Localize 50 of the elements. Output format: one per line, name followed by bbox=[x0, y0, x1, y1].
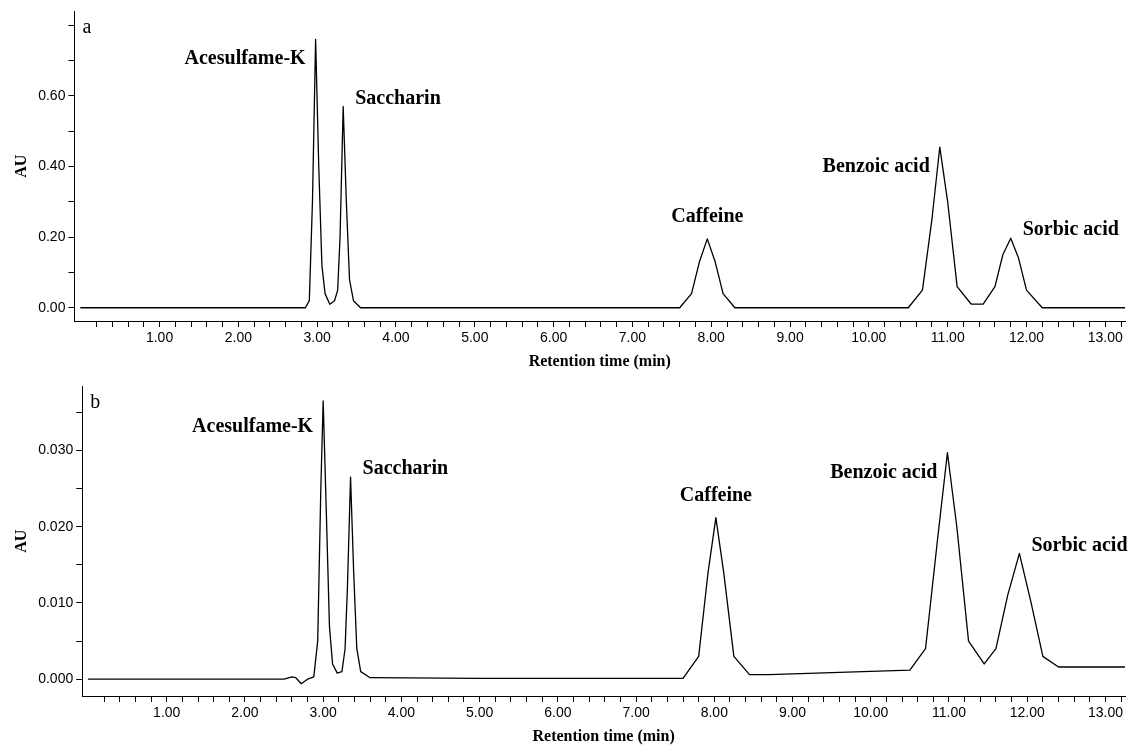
y-tick-label: 0.020 bbox=[38, 517, 74, 534]
x-tick-label: 3.00 bbox=[309, 704, 338, 721]
x-tick-label: 12.00 bbox=[1008, 329, 1045, 346]
y-tick-label: 0.010 bbox=[38, 593, 74, 610]
x-tick-label: 5.00 bbox=[466, 704, 494, 721]
y-tick-label: 0.000 bbox=[38, 670, 74, 687]
x-tick-label: 6.00 bbox=[544, 704, 572, 721]
annotation: a bbox=[82, 14, 92, 37]
x-tick-label: 3.00 bbox=[303, 329, 332, 346]
annotation: Acesulfame-K bbox=[192, 413, 314, 436]
annotation: Saccharin bbox=[355, 85, 441, 108]
x-tick-label: 13.00 bbox=[1087, 329, 1124, 346]
x-tick-label: 13.00 bbox=[1087, 704, 1124, 721]
annotation: b bbox=[90, 389, 101, 412]
x-axis-title: Retention time (min) bbox=[532, 726, 675, 745]
x-tick-label: 7.00 bbox=[618, 329, 647, 346]
y-tick-label: 0.20 bbox=[38, 227, 66, 244]
x-tick-label: 4.00 bbox=[387, 704, 416, 721]
x-tick-label: 1.00 bbox=[153, 704, 181, 721]
x-tick-label: 5.00 bbox=[461, 329, 489, 346]
annotation: Benzoic acid bbox=[822, 154, 930, 177]
x-tick-label: 1.00 bbox=[145, 329, 174, 346]
annotation: Caffeine bbox=[679, 482, 753, 505]
x-tick-label: 6.00 bbox=[539, 329, 568, 346]
annotation: Sorbic acid bbox=[1022, 217, 1119, 240]
annotation: Caffeine bbox=[671, 204, 744, 227]
y-tick-label: 0.60 bbox=[38, 86, 66, 103]
y-tick-label: 0.030 bbox=[38, 441, 74, 458]
x-tick-label: 8.00 bbox=[700, 704, 729, 721]
y-axis-title: AU bbox=[11, 154, 29, 178]
x-tick-label: 9.00 bbox=[778, 704, 807, 721]
y-tick-label: 0.00 bbox=[38, 298, 66, 315]
x-tick-label: 9.00 bbox=[776, 329, 804, 346]
x-tick-label: 4.00 bbox=[382, 329, 410, 346]
annotation: Sorbic acid bbox=[1031, 532, 1128, 555]
annotation: Acesulfame-K bbox=[184, 46, 307, 69]
x-tick-label: 11.00 bbox=[931, 704, 967, 721]
x-tick-label: 8.00 bbox=[697, 329, 726, 346]
x-tick-label: 7.00 bbox=[622, 704, 650, 721]
annotation: Saccharin bbox=[362, 456, 449, 479]
y-axis-title: AU bbox=[11, 529, 29, 553]
x-tick-label: 2.00 bbox=[231, 704, 259, 721]
x-tick-label: 2.00 bbox=[224, 329, 253, 346]
annotation: Benzoic acid bbox=[830, 459, 938, 482]
y-tick-label: 0.40 bbox=[38, 157, 66, 174]
x-tick-label: 11.00 bbox=[930, 329, 965, 346]
x-tick-label: 10.00 bbox=[853, 704, 889, 721]
x-axis-title: Retention time (min) bbox=[528, 351, 671, 370]
x-tick-label: 10.00 bbox=[851, 329, 887, 346]
x-tick-label: 12.00 bbox=[1009, 704, 1045, 721]
